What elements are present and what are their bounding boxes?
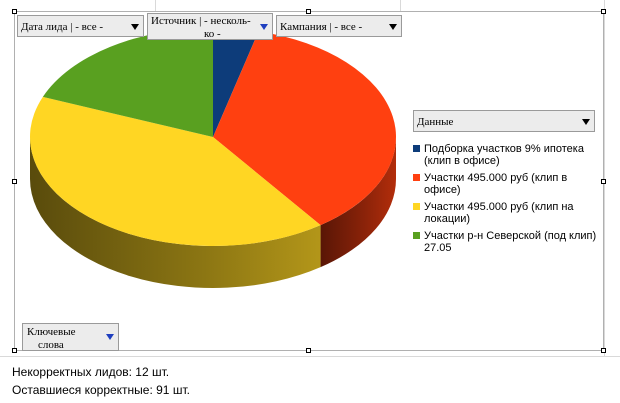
incorrect-leads-note: Некорректных лидов: 12 шт. bbox=[12, 365, 170, 379]
legend-swatch bbox=[413, 232, 420, 239]
legend-label: Участки 495.000 руб (клип в офисе) bbox=[424, 172, 568, 196]
keywords-label-line2: слова bbox=[38, 339, 64, 351]
pie-side-walls bbox=[30, 137, 396, 288]
date-filter-button[interactable]: Дата лида | - все - bbox=[17, 15, 144, 37]
resize-handle[interactable] bbox=[601, 179, 606, 184]
dropdown-arrow-icon bbox=[389, 24, 397, 30]
resize-handle[interactable] bbox=[12, 179, 17, 184]
resize-handle[interactable] bbox=[306, 9, 311, 14]
remaining-leads-note: Оставшиеся корректные: 91 шт. bbox=[12, 383, 190, 397]
dropdown-arrow-icon bbox=[582, 119, 590, 125]
resize-handle[interactable] bbox=[601, 9, 606, 14]
source-filter-label-line1: Источник | - несколь- bbox=[151, 15, 251, 27]
grid-line bbox=[400, 0, 401, 11]
grid-line bbox=[155, 0, 156, 11]
dropdown-arrow-icon bbox=[131, 24, 139, 30]
source-filter-label-line2: ко - bbox=[204, 28, 221, 40]
grid-line bbox=[0, 356, 620, 357]
data-field-button[interactable]: Данные bbox=[413, 110, 595, 132]
dropdown-arrow-icon bbox=[260, 24, 268, 30]
legend-label: Участки 495.000 руб (клип на локации) bbox=[424, 201, 574, 225]
resize-handle[interactable] bbox=[601, 348, 606, 353]
keywords-field-button[interactable]: Ключевые слова bbox=[22, 323, 119, 351]
pie-slice[interactable] bbox=[213, 31, 396, 226]
campaign-filter-button[interactable]: Кампания | - все - bbox=[276, 15, 402, 37]
resize-handle[interactable] bbox=[306, 348, 311, 353]
resize-handle[interactable] bbox=[12, 9, 17, 14]
pie-slice-side bbox=[320, 137, 396, 268]
source-filter-button[interactable]: Источник | - несколь- ко - bbox=[147, 13, 273, 40]
legend-label: Подборка участков 9% ипотека (клип в офис… bbox=[424, 143, 584, 167]
pivot-chart[interactable] bbox=[14, 11, 604, 351]
pie-slice-side bbox=[30, 137, 321, 288]
keywords-label-line1: Ключевые bbox=[27, 326, 76, 338]
date-filter-label: Дата лида | - все - bbox=[21, 21, 104, 33]
pie-chart bbox=[29, 28, 396, 288]
dropdown-arrow-icon bbox=[106, 334, 114, 340]
legend-swatch bbox=[413, 203, 420, 210]
pie-slice[interactable] bbox=[42, 28, 213, 137]
legend-swatch bbox=[413, 174, 420, 181]
resize-handle[interactable] bbox=[12, 348, 17, 353]
spreadsheet-area: Дата лида | - все - Источник | - несколь… bbox=[0, 0, 620, 357]
data-field-label: Данные bbox=[417, 116, 454, 128]
legend-swatch bbox=[413, 145, 420, 152]
pie-slice[interactable] bbox=[213, 28, 259, 137]
grid-line bbox=[604, 0, 605, 356]
pie-slice[interactable] bbox=[29, 96, 321, 247]
campaign-filter-label: Кампания | - все - bbox=[280, 21, 363, 33]
legend-label: Участки р-н Северской (под клип) 27.05 bbox=[424, 230, 597, 254]
